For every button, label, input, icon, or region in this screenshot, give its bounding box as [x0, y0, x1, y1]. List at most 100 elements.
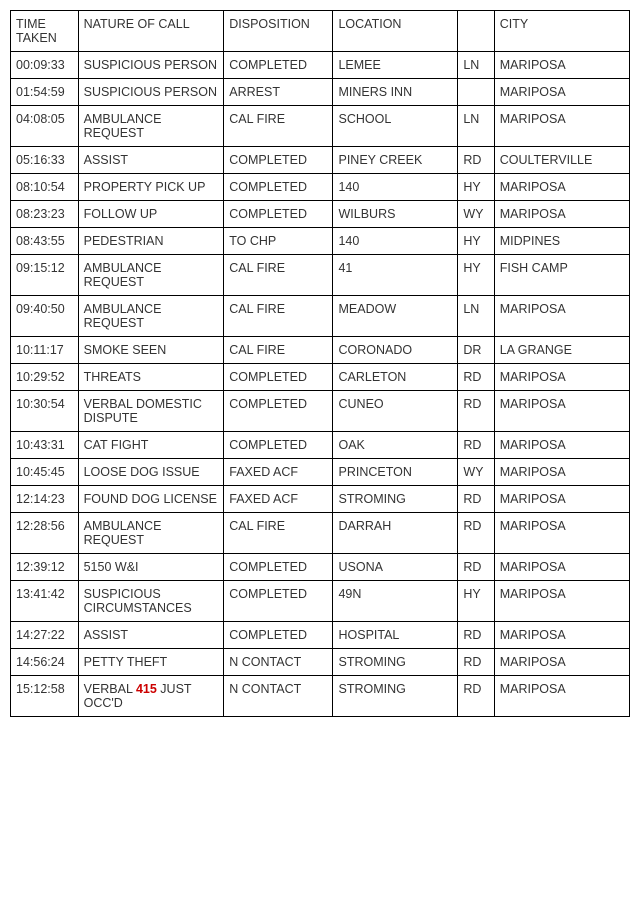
- cell-city: MARIPOSA: [494, 432, 629, 459]
- cell-city: MARIPOSA: [494, 201, 629, 228]
- table-row: 12:14:23FOUND DOG LICENSEFAXED ACFSTROMI…: [11, 486, 630, 513]
- cell-location: 49N: [333, 581, 458, 622]
- cell-suffix: RD: [458, 432, 494, 459]
- cell-nature: VERBAL DOMESTIC DISPUTE: [78, 391, 224, 432]
- cell-time: 01:54:59: [11, 79, 79, 106]
- cell-nature: ASSIST: [78, 147, 224, 174]
- cell-disposition: COMPLETED: [224, 174, 333, 201]
- cell-location: USONA: [333, 554, 458, 581]
- cell-time: 10:43:31: [11, 432, 79, 459]
- cell-disposition: ARREST: [224, 79, 333, 106]
- call-log-table: TIME TAKEN NATURE OF CALL DISPOSITION LO…: [10, 10, 630, 717]
- cell-suffix: RD: [458, 486, 494, 513]
- table-row: 01:54:59SUSPICIOUS PERSONARRESTMINERS IN…: [11, 79, 630, 106]
- cell-suffix: HY: [458, 255, 494, 296]
- cell-suffix: HY: [458, 228, 494, 255]
- cell-disposition: COMPLETED: [224, 554, 333, 581]
- cell-suffix: RD: [458, 364, 494, 391]
- cell-disposition: CAL FIRE: [224, 513, 333, 554]
- cell-location: OAK: [333, 432, 458, 459]
- cell-time: 15:12:58: [11, 676, 79, 717]
- cell-disposition: FAXED ACF: [224, 459, 333, 486]
- cell-nature: PETTY THEFT: [78, 649, 224, 676]
- cell-suffix: LN: [458, 52, 494, 79]
- table-row: 08:23:23FOLLOW UPCOMPLETEDWILBURSWYMARIP…: [11, 201, 630, 228]
- cell-suffix: LN: [458, 106, 494, 147]
- cell-city: MARIPOSA: [494, 106, 629, 147]
- cell-nature: SUSPICIOUS CIRCUMSTANCES: [78, 581, 224, 622]
- cell-location: PINEY CREEK: [333, 147, 458, 174]
- cell-city: COULTERVILLE: [494, 147, 629, 174]
- cell-suffix: RD: [458, 676, 494, 717]
- table-row: 13:41:42SUSPICIOUS CIRCUMSTANCESCOMPLETE…: [11, 581, 630, 622]
- cell-city: MIDPINES: [494, 228, 629, 255]
- cell-city: MARIPOSA: [494, 513, 629, 554]
- cell-suffix: RD: [458, 391, 494, 432]
- table-row: 14:27:22ASSISTCOMPLETEDHOSPITALRDMARIPOS…: [11, 622, 630, 649]
- cell-location: HOSPITAL: [333, 622, 458, 649]
- cell-city: MARIPOSA: [494, 459, 629, 486]
- table-row: 04:08:05AMBULANCE REQUESTCAL FIRESCHOOLL…: [11, 106, 630, 147]
- cell-disposition: CAL FIRE: [224, 337, 333, 364]
- cell-time: 09:15:12: [11, 255, 79, 296]
- cell-nature: SUSPICIOUS PERSON: [78, 79, 224, 106]
- cell-location: STROMING: [333, 649, 458, 676]
- nature-highlight: 415: [136, 682, 157, 696]
- cell-location: LEMEE: [333, 52, 458, 79]
- table-row: 12:39:125150 W&ICOMPLETEDUSONARDMARIPOSA: [11, 554, 630, 581]
- cell-time: 12:28:56: [11, 513, 79, 554]
- cell-time: 14:56:24: [11, 649, 79, 676]
- table-row: 08:10:54PROPERTY PICK UPCOMPLETED140HYMA…: [11, 174, 630, 201]
- cell-city: MARIPOSA: [494, 79, 629, 106]
- cell-suffix: [458, 79, 494, 106]
- cell-location: CARLETON: [333, 364, 458, 391]
- cell-nature: FOUND DOG LICENSE: [78, 486, 224, 513]
- cell-time: 10:30:54: [11, 391, 79, 432]
- cell-city: MARIPOSA: [494, 296, 629, 337]
- cell-nature: THREATS: [78, 364, 224, 391]
- cell-city: LA GRANGE: [494, 337, 629, 364]
- cell-city: MARIPOSA: [494, 649, 629, 676]
- cell-time: 10:11:17: [11, 337, 79, 364]
- cell-time: 10:45:45: [11, 459, 79, 486]
- cell-time: 09:40:50: [11, 296, 79, 337]
- col-nature: NATURE OF CALL: [78, 11, 224, 52]
- cell-city: MARIPOSA: [494, 486, 629, 513]
- cell-time: 08:23:23: [11, 201, 79, 228]
- cell-location: MINERS INN: [333, 79, 458, 106]
- table-row: 09:15:12AMBULANCE REQUESTCAL FIRE41HYFIS…: [11, 255, 630, 296]
- cell-city: MARIPOSA: [494, 174, 629, 201]
- col-city: CITY: [494, 11, 629, 52]
- cell-disposition: FAXED ACF: [224, 486, 333, 513]
- cell-suffix: RD: [458, 147, 494, 174]
- cell-location: SCHOOL: [333, 106, 458, 147]
- cell-time: 14:27:22: [11, 622, 79, 649]
- cell-nature: AMBULANCE REQUEST: [78, 106, 224, 147]
- cell-city: MARIPOSA: [494, 676, 629, 717]
- cell-disposition: COMPLETED: [224, 52, 333, 79]
- cell-city: FISH CAMP: [494, 255, 629, 296]
- cell-city: MARIPOSA: [494, 52, 629, 79]
- cell-nature: FOLLOW UP: [78, 201, 224, 228]
- cell-suffix: RD: [458, 513, 494, 554]
- cell-disposition: CAL FIRE: [224, 296, 333, 337]
- cell-time: 05:16:33: [11, 147, 79, 174]
- cell-nature: ASSIST: [78, 622, 224, 649]
- cell-disposition: N CONTACT: [224, 676, 333, 717]
- table-row: 00:09:33SUSPICIOUS PERSONCOMPLETEDLEMEEL…: [11, 52, 630, 79]
- cell-location: MEADOW: [333, 296, 458, 337]
- col-time-taken: TIME TAKEN: [11, 11, 79, 52]
- table-body: 00:09:33SUSPICIOUS PERSONCOMPLETEDLEMEEL…: [11, 52, 630, 717]
- cell-time: 04:08:05: [11, 106, 79, 147]
- cell-time: 12:39:12: [11, 554, 79, 581]
- cell-nature: SMOKE SEEN: [78, 337, 224, 364]
- cell-disposition: N CONTACT: [224, 649, 333, 676]
- cell-disposition: CAL FIRE: [224, 106, 333, 147]
- cell-suffix: RD: [458, 622, 494, 649]
- table-row: 10:29:52THREATSCOMPLETEDCARLETONRDMARIPO…: [11, 364, 630, 391]
- cell-time: 13:41:42: [11, 581, 79, 622]
- table-row: 05:16:33ASSISTCOMPLETEDPINEY CREEKRDCOUL…: [11, 147, 630, 174]
- cell-time: 08:10:54: [11, 174, 79, 201]
- cell-location: 140: [333, 174, 458, 201]
- cell-nature: PEDESTRIAN: [78, 228, 224, 255]
